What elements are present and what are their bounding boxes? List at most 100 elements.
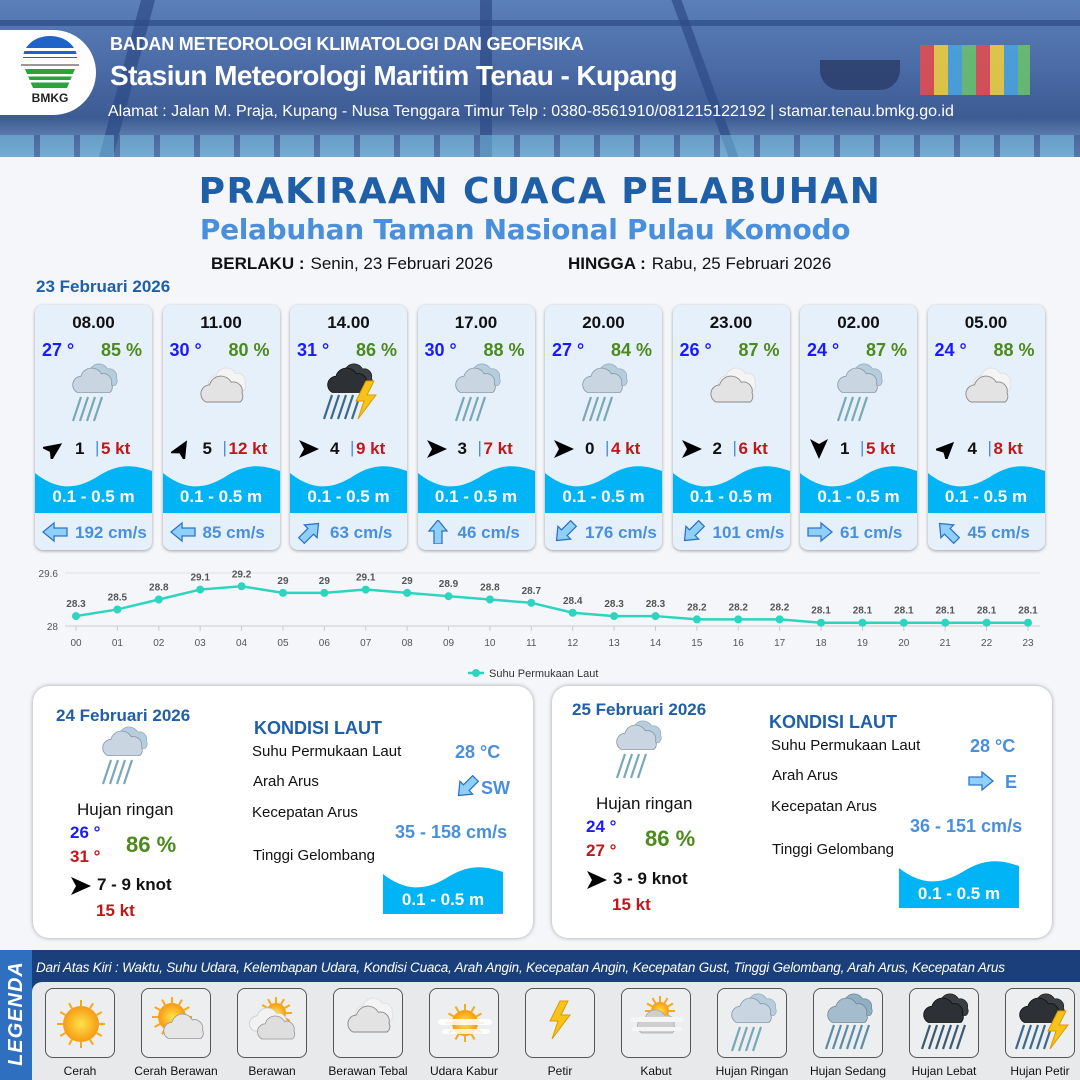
humidity: 88 % [483,340,525,360]
weather-condition [828,363,898,438]
wave-graphic [545,463,662,513]
legend-item: Berawan Tebal [320,988,416,1078]
wind: 1 | 5 kt [39,438,149,463]
data-label: 28.1 [894,606,914,617]
gust-speed: 4 kt [611,439,641,458]
weather-condition [446,363,516,438]
separator: | [477,438,482,457]
current-direction-value: E [1005,772,1018,792]
hujan-ringan-icon [581,363,628,422]
x-tick-label: 21 [940,638,952,649]
data-label: 28.1 [853,606,873,617]
data-point [527,598,536,607]
data-label: 28.1 [1018,606,1038,617]
separator: | [95,438,100,457]
data-label: 28.2 [729,602,749,613]
legend-item-label: Cerah Berawan [134,1064,218,1078]
wave-height: 0.1 - 0.5 m [179,487,263,506]
gust-speed: 6 kt [738,439,768,458]
hujan-petir-icon [1014,993,1069,1050]
data-label: 28.1 [811,606,831,617]
current-speed: 45 cm/s [967,523,1030,542]
data-point [941,618,950,627]
forecast-time: 20.00 [582,313,625,332]
weather-condition [63,363,133,438]
wave-graphic [35,463,152,513]
humidity: 85 % [100,340,142,360]
data-point [858,618,867,627]
wave-height: 0.1 - 0.5 m [817,487,900,506]
data-point [485,595,494,604]
x-tick-label: 05 [277,638,289,649]
data-label: 29 [402,576,414,587]
legend-item: Hujan Sedang [800,988,896,1078]
legend: LEGENDA Dari Atas Kiri : Waktu, Suhu Uda… [0,950,1080,1080]
max-temperature: 31 ° [70,847,101,866]
data-label: 29 [277,576,289,587]
data-label: 28.4 [563,596,583,607]
legend-item: Berawan [224,988,320,1078]
data-point [651,612,660,621]
sst-label: Suhu Permukaan Laut [771,737,921,754]
wind-direction-icon [168,440,187,463]
sea-condition-title: KONDISI LAUT [769,712,897,732]
kabut-icon [630,996,684,1034]
current-direction-icon [297,522,320,545]
current-speed-value: 35 - 158 cm/s [395,822,508,842]
data-point [278,588,287,597]
berawan-tebal-icon [347,997,394,1033]
wind-direction-icon [681,440,702,458]
hujan-ringan-icon [836,363,883,422]
x-tick-label: 09 [443,638,455,649]
data-point [403,588,412,597]
data-point [320,588,329,597]
x-tick-label: 17 [774,638,786,649]
forecast-card: 14.00 31 ° 86 % 4 | 9 kt 0.1 - 0.5 m 63 c… [290,305,407,550]
x-tick-label: 06 [319,638,331,649]
data-label: 29 [319,576,331,587]
current: 63 cm/s [296,520,406,545]
daily-panel: 25 Februari 2026 Hujan ringan 24 ° 27 ° … [552,686,1052,938]
data-label: 28.1 [977,606,997,617]
data-label: 29.1 [356,573,376,584]
wind: 3 | 7 kt [422,438,532,460]
x-tick-label: 23 [1022,638,1034,649]
wave-graphic [417,463,535,513]
data-point [568,608,577,617]
wave-height-label: Tinggi Gelombang [772,841,895,858]
berawan-tebal-icon [964,367,1011,403]
legend-item-label: Hujan Ringan [715,1064,789,1078]
current-speed: 61 cm/s [840,523,903,542]
data-point [610,612,619,621]
x-tick-label: 08 [402,638,414,649]
valid-to: HINGGA : Rabu, 25 Februari 2026 [568,254,831,274]
data-point [113,605,122,614]
current-direction-label: Arah Arus [772,767,838,784]
data-point [1024,618,1032,627]
gust-speed: 5 kt [101,439,131,458]
data-point [899,618,908,627]
data-label: 29.1 [190,573,210,584]
daily-wave-height: 0.1 - 0.5 m [401,890,485,909]
data-label: 28.7 [522,586,542,597]
wind-direction-icon [587,871,607,889]
current-speed: 192 cm/s [75,523,147,542]
current: 85 cm/s [169,520,279,544]
air-temperature: 27 ° [552,340,585,360]
wind-direction-icon [40,443,63,463]
daily-date: 25 Februari 2026 [572,700,707,719]
legend-item: Cerah [32,988,128,1078]
wave-graphic [800,463,917,513]
humidity: 88 % [993,340,1035,360]
wind-direction-icon [426,440,447,458]
forecast-card: 02.00 24 ° 87 % 1 | 5 kt 0.1 - 0.5 m 61 c… [800,305,917,550]
x-tick-label: 10 [484,638,496,649]
current-speed: 101 cm/s [712,523,785,542]
sst-label: Suhu Permukaan Laut [252,743,402,760]
wind-speed: 1 [840,439,850,458]
berawan-tebal-icon [709,367,756,403]
current: 101 cm/s [679,519,789,544]
legend-item: Kabut [608,988,704,1078]
wave-graphic [672,463,790,513]
legend-item-label: Cerah [63,1064,97,1078]
